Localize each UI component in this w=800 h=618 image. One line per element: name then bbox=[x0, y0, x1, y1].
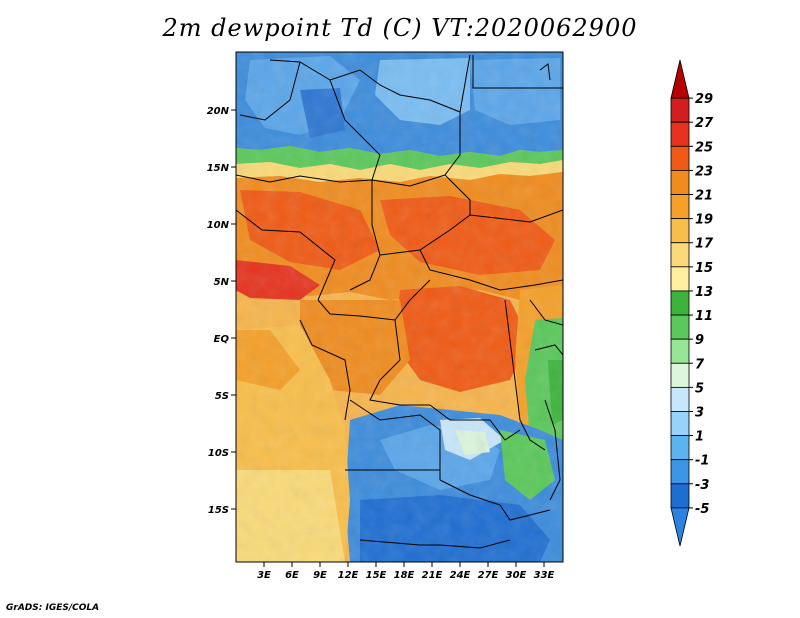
colorbar-swatch bbox=[670, 386, 690, 412]
colorbar-swatch bbox=[670, 507, 690, 547]
lon-label-12e: 12E bbox=[338, 570, 359, 581]
lon-label-27e: 27E bbox=[478, 570, 499, 581]
colorbar-label: 13 bbox=[695, 285, 713, 300]
colorbar: 29 27 25 23 21 19 17 15 13 11 9 7 5 3 1 -1 -3 -5 bbox=[670, 59, 714, 547]
colorbar-label: -5 bbox=[695, 502, 709, 517]
colorbar-label: 27 bbox=[695, 116, 714, 131]
colorbar-swatch bbox=[670, 290, 690, 316]
lat-label-eq: EQ bbox=[214, 334, 230, 345]
longitude-ticks bbox=[263, 562, 545, 567]
lon-label-21e: 21E bbox=[422, 570, 443, 581]
lat-label-5n: 5N bbox=[214, 277, 230, 288]
colorbar-label: 3 bbox=[695, 405, 704, 420]
lon-label-9e: 9E bbox=[313, 570, 327, 581]
latitude-labels: 20N 15N 10N 5N EQ 5S 10S 15S bbox=[207, 106, 230, 516]
colorbar-swatch bbox=[670, 170, 690, 195]
colorbar-label: 9 bbox=[695, 333, 704, 348]
colorbar-label: -3 bbox=[695, 478, 709, 493]
colorbar-swatch bbox=[670, 362, 690, 388]
political-borders bbox=[236, 54, 563, 549]
lat-label-10s: 10S bbox=[208, 448, 229, 459]
colorbar-label: 19 bbox=[695, 213, 713, 228]
lat-label-10n: 10N bbox=[207, 220, 230, 231]
colorbar-swatch bbox=[670, 435, 690, 461]
lon-label-33e: 33E bbox=[534, 570, 555, 581]
lon-label-18e: 18E bbox=[394, 570, 415, 581]
lon-label-24e: 24E bbox=[450, 570, 471, 581]
lon-label-30e: 30E bbox=[506, 570, 527, 581]
colorbar-swatch bbox=[670, 97, 690, 123]
colorbar-label: 23 bbox=[695, 164, 713, 179]
colorbar-label: 17 bbox=[695, 237, 714, 252]
colorbar-label: 15 bbox=[695, 261, 713, 276]
colorbar-swatch bbox=[670, 145, 690, 171]
colorbar-label: -1 bbox=[695, 454, 709, 469]
lon-label-3e: 3E bbox=[257, 570, 271, 581]
colorbar-label: 21 bbox=[695, 189, 713, 204]
colorbar-swatch bbox=[670, 121, 690, 147]
colorbar-swatch bbox=[670, 314, 690, 340]
colorbar-swatch bbox=[670, 459, 690, 485]
colorbar-swatch bbox=[670, 411, 690, 436]
colorbar-swatch bbox=[670, 483, 690, 509]
colorbar-swatch bbox=[670, 218, 690, 244]
lat-label-5s: 5S bbox=[215, 391, 229, 402]
colorbar-label: 25 bbox=[695, 140, 713, 155]
lat-label-15s: 15S bbox=[208, 505, 229, 516]
colorbar-swatch bbox=[670, 242, 690, 268]
colorbar-label: 1 bbox=[695, 430, 704, 445]
lon-label-6e: 6E bbox=[285, 570, 299, 581]
colorbar-swatch bbox=[670, 266, 690, 292]
colorbar-label: 5 bbox=[695, 381, 704, 396]
credit-text: GrADS: IGES/COLA bbox=[6, 603, 100, 613]
colorbar-label: 11 bbox=[695, 309, 713, 324]
longitude-labels: 3E 6E 9E 12E 15E 18E 21E 24E 27E 30E 33E bbox=[257, 570, 554, 581]
lon-label-15e: 15E bbox=[366, 570, 387, 581]
colorbar-swatch bbox=[670, 59, 690, 99]
map-title: 2m dewpoint Td (C) VT:2020062900 bbox=[162, 14, 638, 42]
colorbar-label: 7 bbox=[695, 357, 705, 372]
colorbar-swatch bbox=[670, 194, 690, 220]
latitude-ticks bbox=[231, 109, 236, 510]
colorbar-label: 29 bbox=[695, 92, 713, 107]
dewpoint-field bbox=[236, 52, 563, 562]
lat-label-15n: 15N bbox=[207, 163, 230, 174]
lat-label-20n: 20N bbox=[207, 106, 230, 117]
colorbar-swatch bbox=[670, 338, 690, 364]
map-frame bbox=[235, 51, 564, 563]
